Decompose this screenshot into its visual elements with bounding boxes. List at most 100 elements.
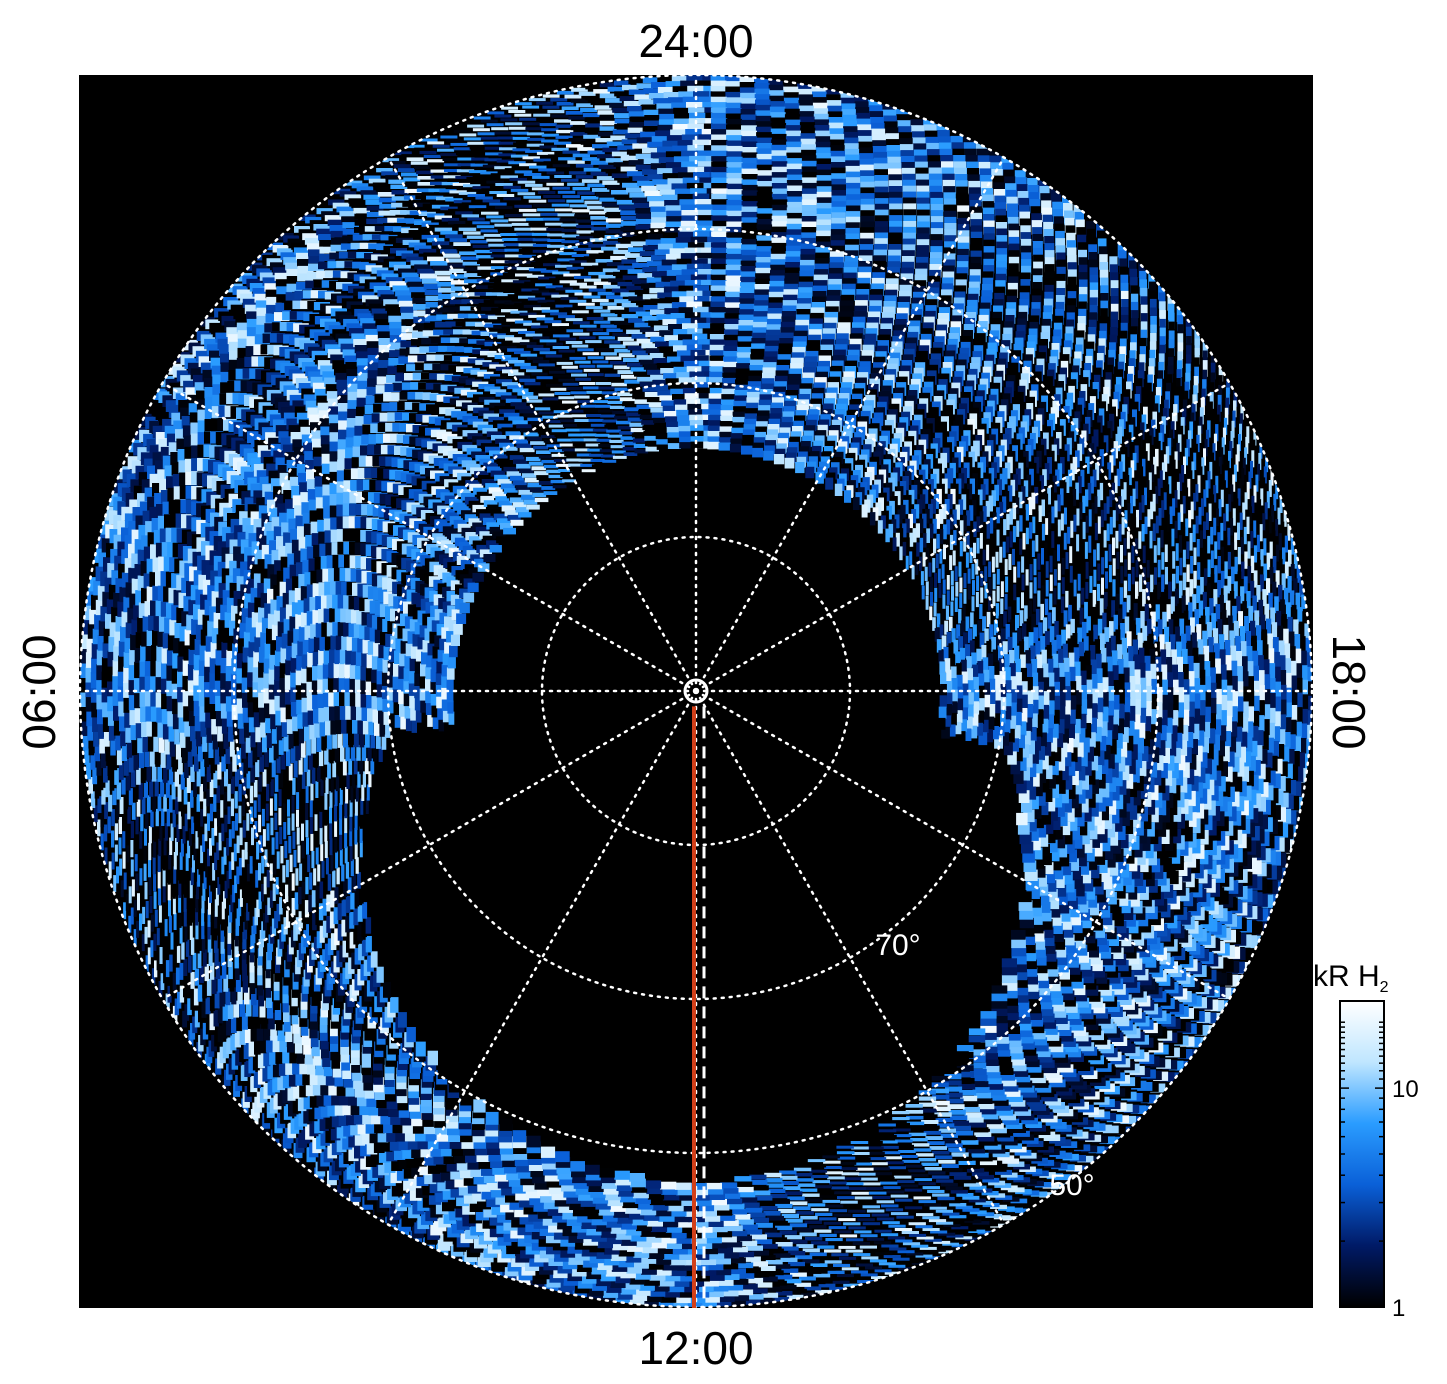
emission-cell bbox=[178, 866, 182, 884]
emission-cell bbox=[1255, 474, 1259, 492]
emission-cell bbox=[1292, 781, 1302, 797]
emission-cell bbox=[1243, 576, 1248, 594]
emission-cell bbox=[843, 1222, 861, 1226]
emission-cell bbox=[670, 129, 687, 136]
emission-cell bbox=[908, 1233, 927, 1237]
emission-cell bbox=[1204, 544, 1207, 563]
emission-cell bbox=[1263, 466, 1267, 484]
emission-cell bbox=[297, 259, 314, 267]
emission-cell bbox=[101, 657, 110, 673]
emission-cell bbox=[160, 571, 171, 587]
emission-cell bbox=[841, 109, 856, 120]
emission-cell bbox=[1234, 726, 1243, 743]
emission-cell bbox=[770, 117, 786, 127]
emission-cell bbox=[110, 738, 116, 756]
emission-cell bbox=[267, 1063, 275, 1080]
emission-cell bbox=[131, 578, 142, 594]
emission-cell bbox=[483, 141, 501, 145]
emission-cell bbox=[657, 87, 675, 94]
emission-cell bbox=[1041, 1115, 1058, 1123]
emission-cell bbox=[386, 1127, 398, 1142]
emission-cell bbox=[320, 1079, 330, 1096]
emission-cell bbox=[665, 1225, 683, 1233]
emission-cell bbox=[783, 86, 799, 96]
emission-cell bbox=[594, 105, 612, 110]
emission-cell bbox=[816, 1190, 835, 1194]
emission-cell bbox=[585, 123, 603, 128]
emission-cell bbox=[1202, 369, 1208, 387]
emission-cell bbox=[397, 1179, 409, 1194]
emission-cell bbox=[331, 1140, 342, 1156]
emission-cell bbox=[1195, 515, 1199, 534]
emission-cell bbox=[1232, 508, 1236, 526]
emission-cell bbox=[771, 144, 787, 154]
emission-cell bbox=[1186, 439, 1190, 457]
emission-cell bbox=[1291, 751, 1300, 767]
emission-cell bbox=[272, 267, 289, 276]
emission-cell bbox=[956, 1193, 974, 1197]
emission-cell bbox=[406, 1153, 419, 1168]
emission-cell bbox=[92, 628, 101, 645]
emission-cell bbox=[517, 192, 536, 196]
emission-cell bbox=[1278, 558, 1283, 576]
emission-cell bbox=[89, 609, 98, 625]
emission-cell bbox=[336, 1123, 347, 1139]
emission-cell bbox=[1287, 780, 1297, 795]
emission-cell bbox=[537, 191, 556, 194]
emission-cell bbox=[1274, 681, 1281, 698]
emission-cell bbox=[722, 1252, 740, 1259]
emission-cell bbox=[252, 1054, 260, 1071]
emission-cell bbox=[308, 256, 325, 264]
emission-cell bbox=[342, 222, 359, 229]
emission-cell bbox=[575, 175, 594, 179]
emission-cell bbox=[872, 1167, 890, 1171]
emission-cell bbox=[404, 182, 422, 187]
emission-cell bbox=[123, 681, 130, 698]
emission-cell bbox=[747, 1294, 764, 1300]
emission-cell bbox=[147, 734, 154, 752]
emission-cell bbox=[981, 1113, 999, 1120]
emission-cell bbox=[453, 242, 471, 246]
emission-cell bbox=[134, 539, 146, 554]
emission-cell bbox=[128, 788, 133, 806]
emission-cell bbox=[363, 194, 381, 200]
emission-cell bbox=[115, 578, 125, 593]
emission-cell bbox=[645, 1234, 662, 1243]
emission-cell bbox=[98, 773, 104, 791]
emission-cell bbox=[1177, 342, 1184, 359]
emission-cell bbox=[442, 158, 460, 161]
emission-cell bbox=[1051, 194, 1062, 209]
emission-cell bbox=[828, 117, 843, 128]
emission-cell bbox=[962, 1164, 980, 1169]
emission-cell bbox=[562, 1209, 578, 1220]
emission-cell bbox=[188, 403, 203, 415]
emission-cell bbox=[911, 1244, 929, 1248]
emission-cell bbox=[439, 189, 457, 193]
emission-cell bbox=[800, 133, 816, 143]
emission-cell bbox=[1224, 537, 1228, 555]
emission-cell bbox=[149, 571, 160, 587]
emission-cell bbox=[869, 111, 884, 123]
emission-cell bbox=[377, 1127, 389, 1143]
emission-cell bbox=[990, 1223, 1007, 1228]
emission-cell bbox=[629, 1297, 645, 1307]
emission-cell bbox=[873, 1241, 892, 1245]
emission-cell bbox=[263, 1082, 272, 1099]
emission-cell bbox=[1052, 201, 1063, 217]
emission-cell bbox=[528, 109, 546, 113]
emission-cell bbox=[152, 794, 156, 812]
emission-cell bbox=[784, 108, 800, 118]
emission-cell bbox=[1268, 648, 1275, 665]
emission-cell bbox=[131, 802, 136, 820]
emission-cell bbox=[838, 1218, 856, 1222]
emission-cell bbox=[119, 714, 126, 732]
emission-cell bbox=[1220, 447, 1224, 465]
emission-cell bbox=[204, 338, 219, 350]
emission-cell bbox=[1271, 773, 1281, 789]
emission-cell bbox=[508, 218, 527, 222]
emission-cell bbox=[396, 1166, 409, 1181]
emission-cell bbox=[1273, 696, 1282, 713]
emission-cell bbox=[108, 794, 113, 812]
emission-cell bbox=[1302, 609, 1308, 626]
emission-cell bbox=[804, 1198, 823, 1202]
